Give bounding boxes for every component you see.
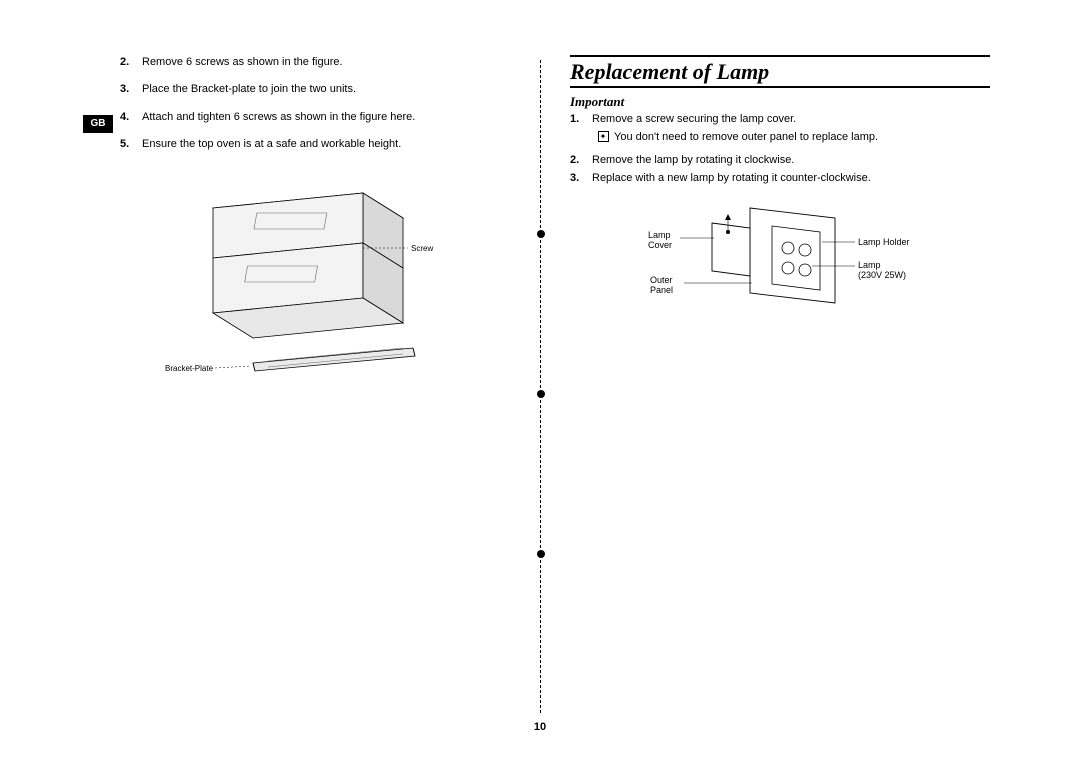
step-text: Attach and tighten 6 screws as shown in … [142, 110, 485, 125]
step-text: Replace with a new lamp by rotating it c… [592, 171, 990, 186]
note-row: ✦ You don't need to remove outer panel t… [592, 131, 990, 143]
svg-text:Outer: Outer [650, 275, 673, 285]
svg-text:(230V 25W): (230V 25W) [858, 270, 906, 280]
svg-text:Cover: Cover [648, 240, 672, 250]
punch-hole [537, 550, 545, 558]
step-item: 1. Remove a screw securing the lamp cove… [570, 112, 990, 127]
screw-label: Screw [411, 244, 433, 253]
svg-text:Lamp Holder: Lamp Holder [858, 237, 910, 247]
right-steps-2: 2. Remove the lamp by rotating it clockw… [570, 153, 990, 186]
step-item: 2. Remove 6 screws as shown in the figur… [120, 55, 485, 70]
manual-page: GB 2. Remove 6 screws as shown in the fi… [0, 0, 1080, 763]
oven-diagram: Screw Bracket-Plate [120, 178, 485, 408]
language-badge: GB [83, 115, 113, 133]
step-number: 3. [120, 82, 142, 97]
step-number: 2. [120, 55, 142, 70]
step-item: 2. Remove the lamp by rotating it clockw… [570, 153, 990, 168]
step-text: Remove the lamp by rotating it clockwise… [592, 153, 990, 168]
important-label: Important [570, 94, 990, 110]
punch-hole [537, 390, 545, 398]
left-steps: 2. Remove 6 screws as shown in the figur… [120, 55, 485, 153]
step-item: 4. Attach and tighten 6 screws as shown … [120, 110, 485, 125]
page-number: 10 [0, 721, 1080, 733]
page-divider [540, 60, 541, 713]
right-column: Replacement of Lamp Important 1. Remove … [540, 0, 1080, 763]
step-number: 4. [120, 110, 142, 125]
step-text: Remove 6 screws as shown in the figure. [142, 55, 485, 70]
step-number: 3. [570, 171, 592, 186]
step-item: 3. Place the Bracket-plate to join the t… [120, 82, 485, 97]
svg-text:Lamp: Lamp [858, 260, 881, 270]
step-text: Remove a screw securing the lamp cover. [592, 112, 990, 127]
svg-text:Lamp: Lamp [648, 230, 671, 240]
right-steps: 1. Remove a screw securing the lamp cove… [570, 112, 990, 127]
note-text: You don't need to remove outer panel to … [614, 131, 878, 143]
section-heading: Replacement of Lamp [570, 57, 990, 86]
bracket-label: Bracket-Plate [165, 364, 214, 373]
svg-text:Panel: Panel [650, 285, 673, 295]
step-number: 1. [570, 112, 592, 127]
step-item: 3. Replace with a new lamp by rotating i… [570, 171, 990, 186]
lamp-diagram: Lamp Cover Outer Panel Lamp Holder Lamp … [570, 198, 990, 328]
step-text: Ensure the top oven is at a safe and wor… [142, 137, 485, 152]
punch-hole [537, 230, 545, 238]
note-icon: ✦ [592, 131, 614, 143]
step-item: 5. Ensure the top oven is at a safe and … [120, 137, 485, 152]
step-text: Place the Bracket-plate to join the two … [142, 82, 485, 97]
step-number: 2. [570, 153, 592, 168]
left-column: GB 2. Remove 6 screws as shown in the fi… [0, 0, 540, 763]
step-number: 5. [120, 137, 142, 152]
rule-bottom [570, 86, 990, 88]
